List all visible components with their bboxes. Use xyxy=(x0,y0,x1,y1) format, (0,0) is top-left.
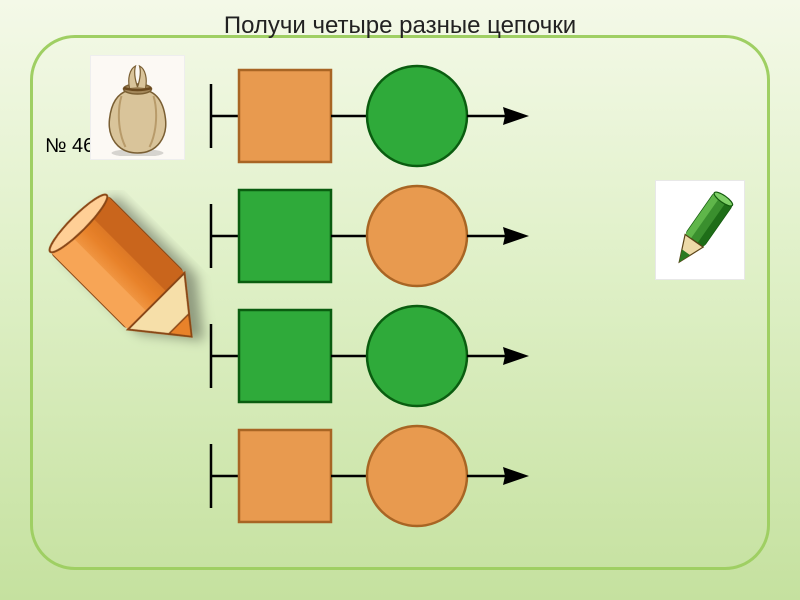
chain-row xyxy=(205,60,605,180)
chain-square xyxy=(239,430,331,522)
chains-container xyxy=(205,60,605,540)
sack-image xyxy=(90,55,185,160)
page-title: Получи четыре разные цепочки xyxy=(0,12,800,40)
chain-arrowhead xyxy=(503,467,529,485)
orange-pencil-icon xyxy=(45,190,225,370)
chain-circle xyxy=(367,426,467,526)
chain-square xyxy=(239,190,331,282)
chain-row xyxy=(205,420,605,540)
chain-square xyxy=(239,310,331,402)
green-pencil-image xyxy=(655,180,745,280)
chain-circle xyxy=(367,66,467,166)
chain-arrowhead xyxy=(503,347,529,365)
chain-svg xyxy=(205,300,537,412)
chain-arrowhead xyxy=(503,107,529,125)
chain-arrowhead xyxy=(503,227,529,245)
chain-svg xyxy=(205,60,537,172)
chain-circle xyxy=(367,306,467,406)
sack-icon xyxy=(96,61,179,156)
green-pencil-icon xyxy=(664,189,738,273)
chain-svg xyxy=(205,180,537,292)
chain-row xyxy=(205,300,605,420)
exercise-number: № 46 xyxy=(45,135,94,158)
chain-circle xyxy=(367,186,467,286)
chain-row xyxy=(205,180,605,300)
chain-square xyxy=(239,70,331,162)
orange-pencil-image xyxy=(45,190,225,370)
chain-svg xyxy=(205,420,537,532)
